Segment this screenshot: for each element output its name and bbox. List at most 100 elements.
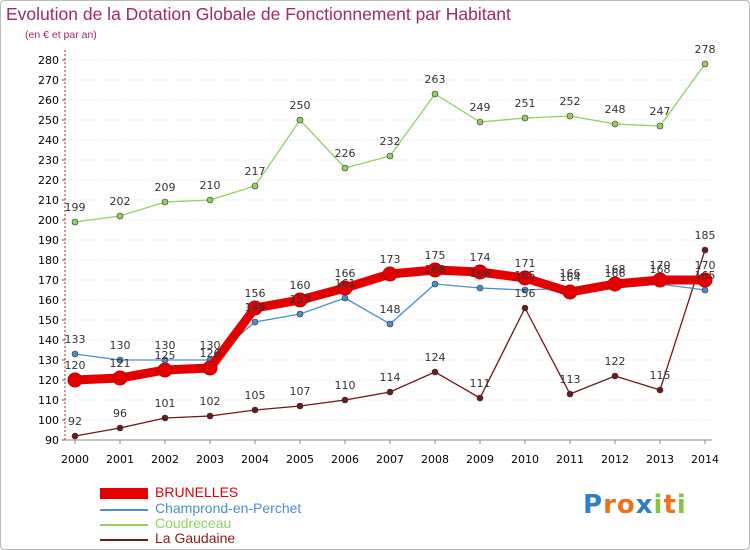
- data-point: [476, 118, 484, 126]
- data-point: [341, 396, 349, 404]
- data-label: 126: [200, 347, 221, 360]
- data-point: [611, 120, 619, 128]
- data-point: [566, 390, 574, 398]
- data-label: 156: [245, 287, 266, 300]
- x-tick-label: 2009: [466, 453, 494, 466]
- data-label: 101: [155, 397, 176, 410]
- data-label: 166: [560, 267, 581, 280]
- y-tick-label: 230: [38, 154, 59, 167]
- data-label: 170: [695, 259, 716, 272]
- data-point: [431, 90, 439, 98]
- data-point: [296, 402, 304, 410]
- data-label: 174: [470, 251, 491, 264]
- legend-swatch: [100, 524, 148, 526]
- data-point: [476, 284, 484, 292]
- data-point: [611, 372, 619, 380]
- data-label: 164: [560, 271, 581, 284]
- data-point: [296, 116, 304, 124]
- data-label: 250: [290, 99, 311, 112]
- y-tick-label: 170: [38, 274, 59, 287]
- data-label: 110: [335, 379, 356, 392]
- data-point: [251, 182, 259, 190]
- y-tick-label: 180: [38, 254, 59, 267]
- data-label: 133: [65, 333, 86, 346]
- data-label: 217: [245, 165, 266, 178]
- data-point: [652, 272, 668, 288]
- data-label: 251: [515, 97, 536, 110]
- data-label: 124: [425, 351, 446, 364]
- data-point: [206, 412, 214, 420]
- data-point: [656, 122, 664, 130]
- x-tick-label: 2011: [556, 453, 584, 466]
- y-tick-label: 150: [38, 314, 59, 327]
- data-label: 166: [470, 267, 491, 280]
- data-label: 160: [290, 279, 311, 292]
- data-label: 130: [110, 339, 131, 352]
- data-label: 202: [110, 195, 131, 208]
- x-tick-label: 2010: [511, 453, 539, 466]
- x-tick-label: 2007: [376, 453, 404, 466]
- data-label: 161: [335, 277, 356, 290]
- logo-letter: i: [676, 490, 687, 520]
- logo-letter: o: [616, 490, 636, 520]
- data-point: [566, 112, 574, 120]
- y-tick-label: 250: [38, 114, 59, 127]
- data-label: 149: [245, 301, 266, 314]
- x-tick-label: 2003: [196, 453, 224, 466]
- data-point: [206, 196, 214, 204]
- data-point: [251, 406, 259, 414]
- y-tick-label: 160: [38, 294, 59, 307]
- data-point: [161, 414, 169, 422]
- x-tick-label: 2005: [286, 453, 314, 466]
- data-label: 113: [560, 373, 581, 386]
- data-label: 122: [605, 355, 626, 368]
- data-point: [607, 276, 623, 292]
- data-point: [337, 280, 353, 296]
- data-label: 96: [113, 407, 127, 420]
- data-point: [116, 356, 124, 364]
- data-point: [562, 284, 578, 300]
- data-label: 153: [290, 293, 311, 306]
- data-label: 105: [245, 389, 266, 402]
- data-point: [517, 270, 533, 286]
- legend-label: Champrond-en-Perchet: [155, 500, 302, 516]
- data-label: 249: [470, 101, 491, 114]
- x-tick-label: 2004: [241, 453, 269, 466]
- data-label: 121: [110, 357, 131, 370]
- legend-label: BRUNELLES: [155, 484, 239, 500]
- y-tick-label: 220: [38, 174, 59, 187]
- x-tick-label: 2002: [151, 453, 179, 466]
- x-tick-label: 2008: [421, 453, 449, 466]
- data-label: 173: [380, 253, 401, 266]
- data-label: 247: [650, 105, 671, 118]
- data-point: [116, 212, 124, 220]
- data-label: 120: [65, 359, 86, 372]
- proxiti-logo: Proxiti: [583, 490, 687, 520]
- data-point: [701, 246, 709, 254]
- legend-label: La Gaudaine: [155, 530, 236, 546]
- x-tick-label: 2014: [691, 453, 719, 466]
- data-label: 248: [605, 103, 626, 116]
- logo-letter: x: [635, 490, 654, 520]
- data-label: 171: [515, 257, 536, 270]
- y-tick-label: 90: [45, 434, 59, 447]
- y-tick-label: 190: [38, 234, 59, 247]
- data-point: [157, 362, 173, 378]
- y-tick-label: 240: [38, 134, 59, 147]
- data-point: [247, 300, 263, 316]
- data-label: 226: [335, 147, 356, 160]
- y-tick-label: 280: [38, 54, 59, 67]
- data-point: [251, 318, 259, 326]
- data-label: 114: [380, 371, 401, 384]
- data-point: [427, 262, 443, 278]
- data-label: 185: [695, 229, 716, 242]
- legend-swatch: [100, 488, 148, 499]
- data-point: [656, 386, 664, 394]
- data-point: [701, 60, 709, 68]
- logo-letter: t: [663, 490, 677, 520]
- data-point: [382, 266, 398, 282]
- data-label: 111: [470, 377, 491, 390]
- data-point: [67, 372, 83, 388]
- data-point: [472, 264, 488, 280]
